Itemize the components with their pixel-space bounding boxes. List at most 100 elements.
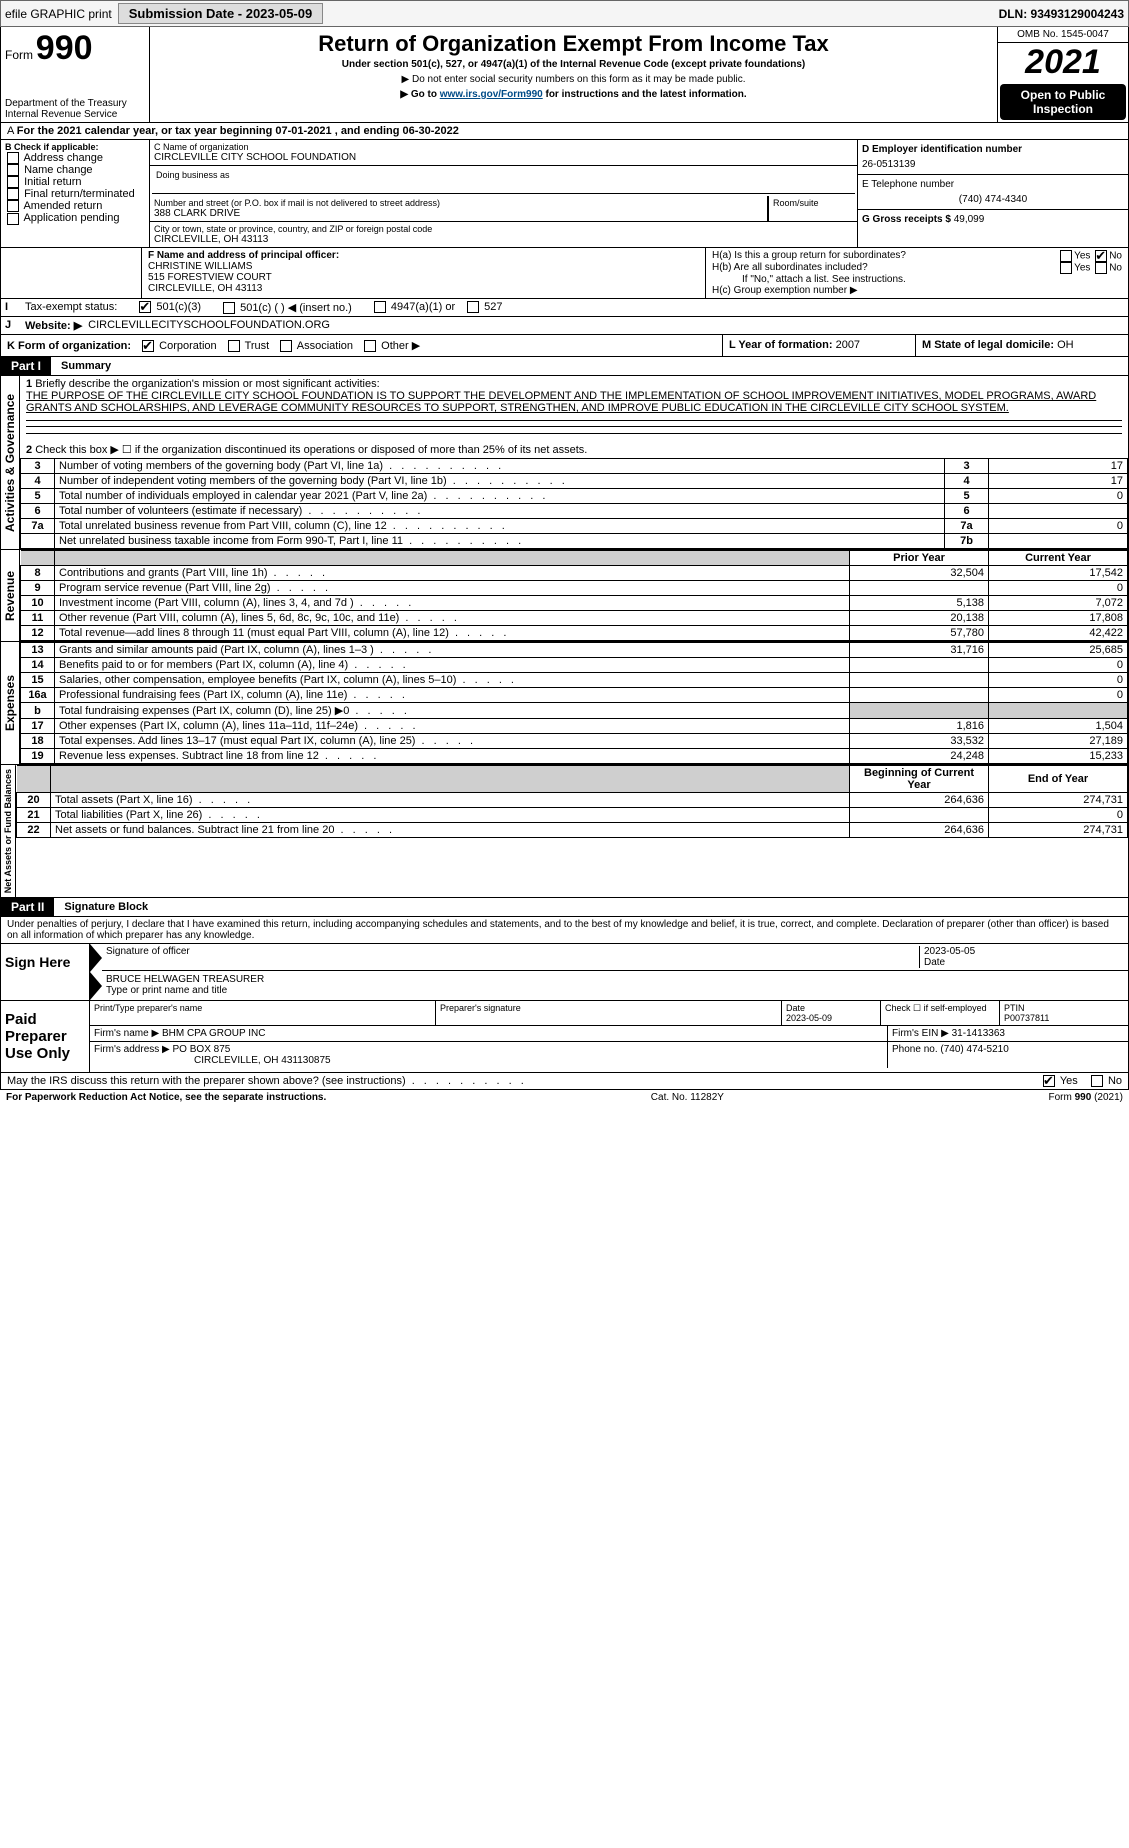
checkbox-icon: [7, 176, 19, 188]
checkbox-icon[interactable]: [280, 340, 292, 352]
checkbox-icon: [7, 188, 19, 200]
l-label: L Year of formation:: [729, 339, 833, 351]
row-boxnum: 6: [945, 504, 989, 519]
part2-header-row: Part II Signature Block: [0, 898, 1129, 917]
current-value: 15,233: [989, 749, 1128, 764]
row-num: 16a: [21, 688, 55, 703]
current-value: 0: [989, 581, 1128, 596]
column-d: D Employer identification number 26-0513…: [857, 140, 1128, 247]
checkbox-checked-icon[interactable]: [142, 340, 154, 352]
ptin-label: PTIN: [1004, 1003, 1124, 1013]
current-value: 0: [989, 673, 1128, 688]
hc-label: H(c) Group exemption number ▶: [712, 285, 1122, 296]
row-num: 7a: [21, 519, 55, 534]
self-employed-check[interactable]: Check ☐ if self-employed: [881, 1001, 1000, 1025]
checkbox-icon[interactable]: [1095, 262, 1107, 274]
mission-label: Briefly describe the organization's miss…: [35, 378, 379, 390]
b-name-change[interactable]: Name change: [5, 164, 145, 176]
prior-value: 264,636: [850, 793, 989, 808]
row-label: Total number of volunteers (estimate if …: [55, 504, 945, 519]
firm-addr-label: Firm's address ▶: [94, 1044, 170, 1055]
part1-netassets: Net Assets or Fund Balances Beginning of…: [0, 765, 1129, 898]
cell-shaded: [850, 703, 989, 719]
b-initial-return[interactable]: Initial return: [5, 176, 145, 188]
irs-link[interactable]: www.irs.gov/Form990: [440, 89, 543, 100]
row-boxnum: 5: [945, 489, 989, 504]
firm-name-label: Firm's name ▶: [94, 1028, 159, 1039]
row-num: 17: [21, 719, 55, 734]
part1-badge: Part I: [1, 357, 51, 375]
ein-value: 26-0513139: [862, 159, 1124, 170]
dln-label: DLN: 93493129004243: [999, 7, 1124, 21]
b-final-return[interactable]: Final return/terminated: [5, 188, 145, 200]
checkbox-icon[interactable]: [364, 340, 376, 352]
row-num: 9: [21, 581, 55, 596]
row-label: Revenue less expenses. Subtract line 18 …: [55, 749, 850, 764]
yes-label: Yes: [1074, 251, 1090, 262]
row-num: 15: [21, 673, 55, 688]
i-501c: 501(c) ( ) ◀ (insert no.): [240, 302, 352, 314]
current-value: 27,189: [989, 734, 1128, 749]
b-application-pending[interactable]: Application pending: [5, 212, 145, 224]
sig-officer-label: Signature of officer: [106, 946, 919, 968]
phone-value: (740) 474-5210: [940, 1044, 1008, 1055]
current-value: 17,808: [989, 611, 1128, 626]
b-amended[interactable]: Amended return: [5, 200, 145, 212]
netassets-table: Beginning of Current Year End of Year20 …: [16, 765, 1128, 838]
vlabel-governance: Activities & Governance: [1, 376, 20, 549]
cell-shaded: [989, 703, 1128, 719]
checkbox-icon[interactable]: [467, 301, 479, 313]
line-a-taxyear: A For the 2021 calendar year, or tax yea…: [0, 123, 1129, 140]
col-header: End of Year: [989, 766, 1128, 793]
f-name: CHRISTINE WILLIAMS: [148, 261, 699, 272]
k-other: Other ▶: [381, 340, 420, 352]
current-value: 42,422: [989, 626, 1128, 641]
checkbox-icon[interactable]: [374, 301, 386, 313]
form-title: Return of Organization Exempt From Incom…: [156, 31, 991, 57]
row-num: 5: [21, 489, 55, 504]
checkbox-icon[interactable]: [228, 340, 240, 352]
org-name: CIRCLEVILLE CITY SCHOOL FOUNDATION: [154, 152, 853, 163]
revenue-table: Prior Year Current Year8 Contributions a…: [20, 550, 1128, 641]
efile-label: efile GRAPHIC print: [5, 7, 112, 21]
checkbox-icon[interactable]: [1091, 1075, 1103, 1087]
submission-date-button[interactable]: Submission Date - 2023-05-09: [118, 3, 324, 24]
checkbox-icon[interactable]: [1060, 250, 1072, 262]
sign-date-label: Date: [924, 957, 1124, 968]
row-num: 14: [21, 658, 55, 673]
form-top: Form 990 Department of the Treasury Inte…: [0, 27, 1129, 123]
row-label: Total fundraising expenses (Part IX, col…: [55, 703, 850, 719]
discuss-yes: Yes: [1060, 1075, 1078, 1087]
checkbox-icon: [7, 164, 19, 176]
b-opt-label: Name change: [24, 164, 93, 176]
declaration-text: Under penalties of perjury, I declare th…: [0, 917, 1129, 944]
row-value: 0: [989, 489, 1128, 504]
b-opt-label: Application pending: [23, 212, 119, 224]
column-c: C Name of organization CIRCLEVILLE CITY …: [150, 140, 857, 247]
row-label: Number of voting members of the governin…: [55, 459, 945, 474]
discuss-text: May the IRS discuss this return with the…: [7, 1075, 527, 1087]
checkbox-checked-icon[interactable]: [139, 301, 151, 313]
checkbox-checked-icon[interactable]: [1095, 250, 1107, 262]
ein-label: D Employer identification number: [862, 144, 1124, 155]
checkbox-icon[interactable]: [1060, 262, 1072, 274]
prior-value: 33,532: [850, 734, 989, 749]
b-address-change[interactable]: Address change: [5, 152, 145, 164]
footer-mid: Cat. No. 11282Y: [651, 1092, 724, 1103]
row-label: Total revenue—add lines 8 through 11 (mu…: [55, 626, 850, 641]
prior-value: 264,636: [850, 823, 989, 838]
prior-value: 57,780: [850, 626, 989, 641]
sign-here-section: Sign Here Signature of officer 2023-05-0…: [0, 944, 1129, 1001]
row-label: Total unrelated business revenue from Pa…: [55, 519, 945, 534]
checkbox-checked-icon[interactable]: [1043, 1075, 1055, 1087]
checkbox-icon[interactable]: [223, 302, 235, 314]
row-num: 20: [17, 793, 51, 808]
c-name-label: C Name of organization: [154, 142, 853, 152]
prior-value: [850, 808, 989, 823]
row-num: [21, 534, 55, 549]
row-boxnum: 3: [945, 459, 989, 474]
ptin-value: P00737811: [1004, 1013, 1124, 1023]
b-opt-label: Address change: [23, 152, 103, 164]
vlabel-expenses: Expenses: [1, 642, 20, 764]
paid-preparer-section: Paid Preparer Use Only Print/Type prepar…: [0, 1001, 1129, 1073]
